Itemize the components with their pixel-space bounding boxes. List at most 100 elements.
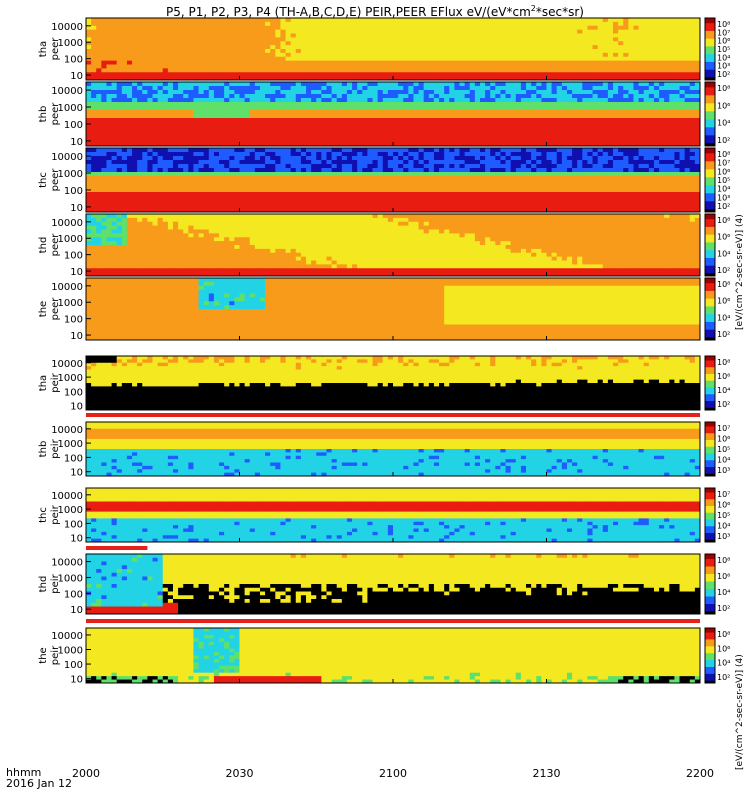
heatmap-cell xyxy=(418,64,425,69)
heatmap-cell xyxy=(556,25,563,31)
heatmap-cell xyxy=(444,126,450,131)
heatmap-cell xyxy=(479,29,486,34)
heatmap-cell xyxy=(132,134,138,139)
heatmap-cell xyxy=(106,37,112,42)
heatmap-cell xyxy=(265,106,271,111)
heatmap-cell xyxy=(270,110,276,115)
heatmap-cell xyxy=(239,168,246,173)
heatmap-cell xyxy=(694,29,701,34)
heatmap-cell xyxy=(572,130,578,135)
heatmap-cell xyxy=(142,25,148,31)
heatmap-cell xyxy=(536,33,542,38)
heatmap-cell xyxy=(536,118,542,123)
heatmap-cell xyxy=(285,56,292,62)
heatmap-cell xyxy=(526,41,532,46)
heatmap-cell xyxy=(597,68,604,73)
heatmap-cell xyxy=(244,152,251,157)
heatmap-cell xyxy=(618,18,624,23)
heatmap-cell xyxy=(587,110,593,115)
heatmap-cell xyxy=(490,52,496,58)
heatmap-cell xyxy=(208,86,215,91)
heatmap-cell xyxy=(643,60,650,65)
heatmap-cell xyxy=(142,134,148,139)
heatmap-cell xyxy=(101,208,107,213)
heatmap-cell xyxy=(587,106,593,111)
heatmap-cell xyxy=(341,90,348,95)
heatmap-cell xyxy=(331,134,338,139)
heatmap-cell xyxy=(418,41,425,46)
heatmap-cell xyxy=(495,33,501,38)
heatmap-cell xyxy=(126,86,133,91)
heatmap-cell xyxy=(178,86,184,91)
heatmap-cell xyxy=(331,196,338,201)
heatmap-cell xyxy=(213,21,220,27)
heatmap-cell xyxy=(500,86,506,91)
heatmap-cell xyxy=(270,152,276,157)
heatmap-cell xyxy=(398,138,404,143)
heatmap-cell xyxy=(408,152,414,157)
heatmap-cell xyxy=(515,94,522,99)
heatmap-cell xyxy=(229,18,235,23)
heatmap-cell xyxy=(623,106,629,111)
heatmap-cell xyxy=(618,102,624,107)
heatmap-cell xyxy=(387,164,394,169)
heatmap-cell xyxy=(362,106,368,111)
heatmap-cell xyxy=(126,122,133,127)
heatmap-cell xyxy=(203,142,210,147)
heatmap-cell xyxy=(520,29,527,34)
heatmap-cell xyxy=(178,110,184,115)
heatmap-cell xyxy=(362,184,368,189)
heatmap-cell xyxy=(106,82,112,87)
heatmap-cell xyxy=(628,68,634,73)
heatmap-cell xyxy=(126,52,133,58)
heatmap-cell xyxy=(285,25,292,31)
heatmap-cell xyxy=(377,118,384,123)
heatmap-cell xyxy=(459,68,466,73)
heatmap-cell xyxy=(393,142,399,147)
heatmap-cell xyxy=(321,126,327,131)
heatmap-cell xyxy=(618,114,624,119)
heatmap-cell xyxy=(178,90,184,95)
heatmap-cell xyxy=(157,156,164,161)
heatmap-cell xyxy=(357,64,363,69)
heatmap-cell xyxy=(469,49,476,54)
heatmap-cell xyxy=(536,37,542,42)
heatmap-cell xyxy=(249,29,256,34)
heatmap-cell xyxy=(208,41,215,46)
heatmap-cell xyxy=(111,18,118,23)
heatmap-cell xyxy=(162,192,169,197)
heatmap-cell xyxy=(413,114,419,119)
heatmap-cell xyxy=(167,208,174,213)
heatmap-cell xyxy=(275,90,281,95)
heatmap-cell xyxy=(653,25,660,31)
heatmap-cell xyxy=(326,56,332,62)
heatmap-cell xyxy=(86,98,92,103)
heatmap-cell xyxy=(418,118,425,123)
heatmap-cell xyxy=(572,82,578,87)
heatmap-cell xyxy=(106,60,112,65)
heatmap-cell xyxy=(116,102,123,107)
heatmap-cell xyxy=(367,164,373,169)
heatmap-cell xyxy=(121,18,128,23)
heatmap-cell xyxy=(531,52,537,58)
heatmap-cell xyxy=(101,37,107,42)
heatmap-cell xyxy=(198,184,205,189)
heatmap-cell xyxy=(316,25,322,31)
heatmap-cell xyxy=(198,126,205,131)
heatmap-cell xyxy=(505,114,512,119)
heatmap-cell xyxy=(116,192,123,197)
heatmap-cell xyxy=(408,29,414,34)
heatmap-cell xyxy=(213,188,220,193)
heatmap-cell xyxy=(449,98,455,103)
heatmap-cell xyxy=(121,180,128,185)
heatmap-cell xyxy=(300,118,307,123)
heatmap-cell xyxy=(178,60,184,65)
heatmap-cell xyxy=(669,60,675,65)
heatmap-cell xyxy=(157,164,164,169)
heatmap-cell xyxy=(674,56,680,62)
heatmap-cell xyxy=(444,41,450,46)
heatmap-cell xyxy=(485,134,491,139)
heatmap-cell xyxy=(628,98,634,103)
heatmap-cell xyxy=(265,86,271,91)
heatmap-cell xyxy=(495,82,501,87)
